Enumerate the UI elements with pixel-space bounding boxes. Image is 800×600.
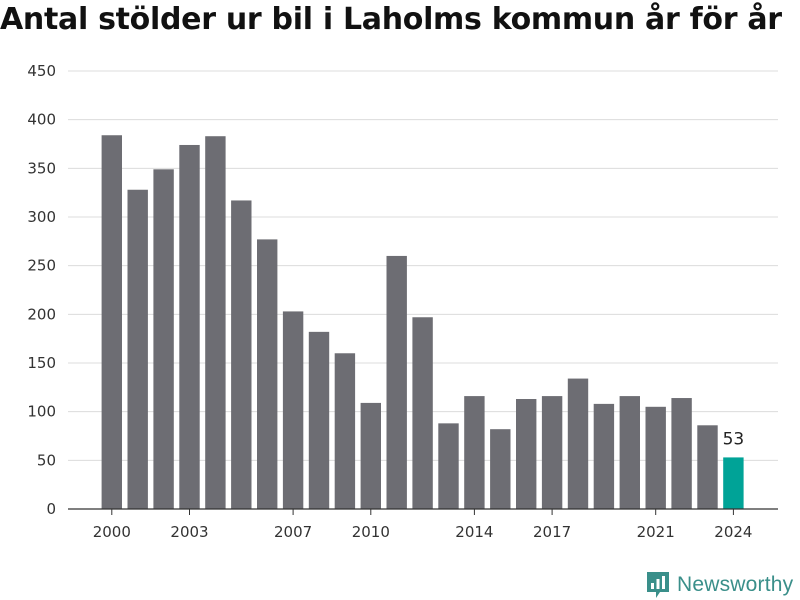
x-tick-label: 2014 [455,523,493,541]
bar-2023 [697,425,718,509]
bar-2009 [334,353,356,509]
y-tick-label: 200 [27,305,56,323]
y-tick-label: 400 [27,111,56,129]
bar-2011 [386,255,407,509]
x-tick-label: 2003 [170,523,208,541]
bar-2019 [593,403,615,509]
newsworthy-brand: Newsworthy [645,570,793,600]
bar-2001 [127,189,148,509]
y-tick-label: 0 [46,500,56,518]
x-tick-label: 2017 [533,523,571,541]
y-tick-label: 250 [27,257,56,275]
y-tick-label: 450 [27,62,56,80]
x-tick-label: 2010 [352,523,390,541]
y-tick-label: 50 [37,451,56,469]
chart-title: Antal stölder ur bil i Laholms kommun år… [0,2,782,37]
bar-2006 [257,239,278,510]
y-tick-label: 300 [27,208,56,226]
data-label-2024: 53 [723,429,745,449]
data-labels: 53 [723,429,745,449]
bar-2000 [101,135,122,510]
bar-2002 [153,169,174,509]
bar-2022 [671,398,692,509]
newsworthy-logo-icon [647,572,669,598]
brand-name: Newsworthy [677,573,794,596]
bar-2020 [619,396,640,509]
bar-2005 [231,200,252,509]
y-tick-label: 100 [27,403,56,421]
bar-2003 [179,144,200,509]
bar-2012 [412,317,433,509]
y-axis-ticks: 0 50 100 150 200 250 300 350 400 450 [27,62,56,518]
x-axis-ticks: 2000 2003 2007 2010 2014 2017 2021 2024 [93,509,752,541]
bar-2010 [360,402,381,509]
x-tick-label: 2000 [93,523,131,541]
bar-2016 [516,399,537,509]
bar-2008 [308,331,330,509]
bar-2017 [541,396,563,509]
x-tick-label: 2021 [637,523,675,541]
bar-2013 [438,423,459,509]
bar-2004 [205,136,226,510]
bar-2007 [282,311,304,509]
y-tick-label: 150 [27,354,56,372]
bar-2018 [567,378,589,509]
bar-2024 [723,457,744,509]
x-tick-label: 2024 [714,523,752,541]
bar-2014 [464,396,485,509]
bar-2015 [490,429,511,509]
bars [101,135,744,510]
bar-2021 [645,406,666,509]
x-tick-label: 2007 [274,523,312,541]
y-tick-label: 350 [27,159,56,177]
